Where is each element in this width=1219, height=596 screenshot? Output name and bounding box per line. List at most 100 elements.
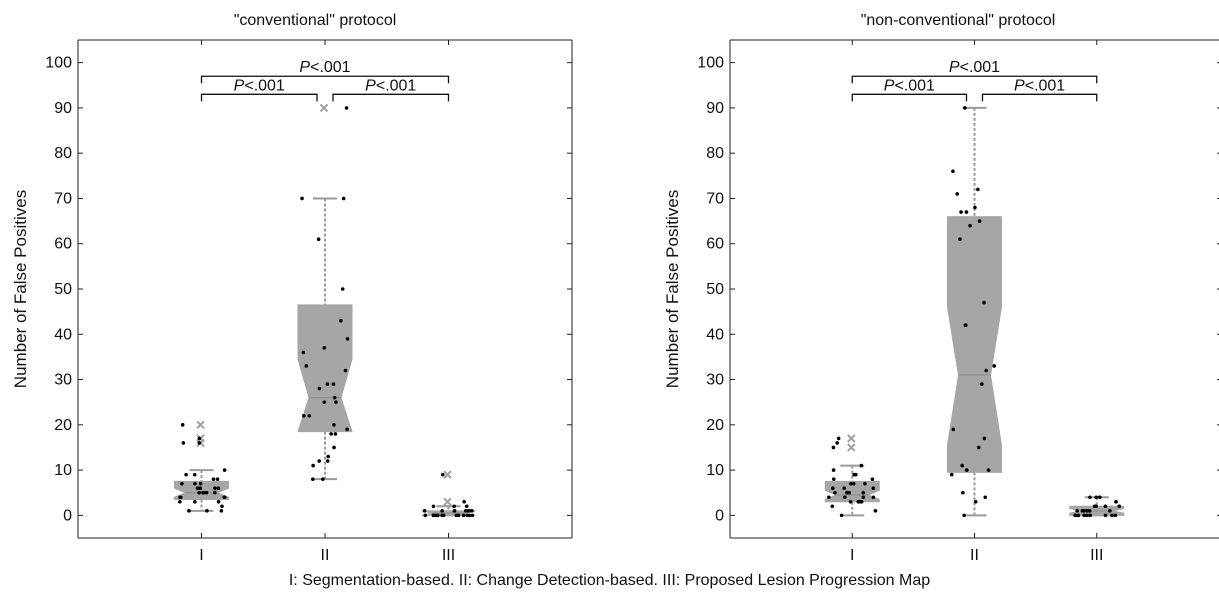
notched-box: [297, 304, 353, 433]
y-tick-label: 90: [706, 100, 724, 117]
y-tick-label: 70: [706, 190, 724, 207]
outlier-stroke: [196, 420, 205, 430]
y-axis-label: Number of False Positives: [11, 190, 30, 388]
data-point: [830, 504, 835, 509]
data-point: [345, 337, 350, 341]
y-tick-label: 40: [54, 326, 72, 343]
notched-box: [947, 216, 1002, 473]
data-point: [842, 486, 847, 491]
data-point: [831, 486, 835, 491]
data-point: [198, 486, 203, 491]
data-point: [1094, 504, 1098, 509]
p-value-label: P<.001: [234, 77, 285, 94]
data-point: [216, 499, 221, 504]
data-point: [311, 463, 315, 468]
data-point: [201, 490, 206, 495]
data-point: [851, 481, 856, 486]
bracket-line: [332, 93, 450, 102]
data-point: [215, 477, 220, 481]
data-point: [211, 477, 216, 481]
data-point: [1110, 513, 1114, 518]
y-tick-label: 100: [45, 55, 72, 72]
data-point: [955, 192, 959, 196]
bracket-line: [851, 93, 968, 102]
data-point: [345, 427, 349, 432]
data-point: [331, 382, 336, 386]
data-point: [341, 196, 346, 201]
chart-title: "conventional" protocol: [234, 12, 397, 29]
significance-bracket: P<.001: [200, 77, 318, 102]
box-III: [421, 470, 476, 518]
data-point: [332, 395, 337, 400]
data-point: [961, 490, 965, 495]
data-point: [181, 441, 186, 445]
data-point: [852, 472, 856, 477]
data-point: [310, 477, 315, 481]
data-point: [831, 477, 836, 481]
data-point: [440, 509, 444, 513]
data-point: [333, 432, 338, 436]
p-value-label: P<.001: [884, 77, 935, 94]
p-value-label: P<.001: [949, 59, 1000, 76]
x-tick-label: I: [199, 547, 203, 564]
data-point: [963, 106, 967, 110]
outlier-marker: [847, 434, 856, 443]
data-point: [831, 468, 836, 472]
data-point: [976, 187, 980, 192]
data-point: [452, 509, 457, 513]
notched-box: [174, 480, 229, 501]
y-tick-label: 60: [54, 236, 72, 253]
y-tick-label: 80: [706, 145, 724, 162]
significance-bracket: P<.001: [200, 59, 450, 84]
data-point: [329, 432, 333, 436]
data-point: [184, 472, 188, 477]
data-point: [1094, 495, 1099, 500]
p-value-label: P<.001: [299, 59, 350, 76]
data-point: [452, 504, 456, 509]
data-point: [858, 499, 863, 504]
data-point: [1082, 513, 1086, 518]
data-point: [1114, 499, 1118, 504]
data-point: [187, 509, 191, 513]
data-point: [422, 509, 427, 513]
y-tick-label: 50: [706, 281, 724, 298]
data-point: [205, 509, 209, 513]
y-tick-label: 100: [697, 55, 724, 72]
data-point: [836, 436, 841, 441]
outlier-marker: [847, 443, 856, 452]
data-point: [982, 436, 987, 441]
data-point: [322, 346, 327, 350]
significance-bracket: P<.001: [851, 77, 968, 102]
data-point: [1097, 495, 1102, 500]
data-point: [436, 513, 440, 518]
data-point: [859, 463, 864, 468]
data-point: [973, 499, 978, 504]
outlier-stroke: [443, 497, 452, 506]
data-point: [863, 481, 867, 486]
data-point: [968, 223, 972, 228]
data-point: [340, 287, 345, 291]
data-point: [325, 382, 330, 386]
data-point: [1113, 513, 1118, 518]
data-point: [467, 509, 472, 513]
notched-box: [824, 480, 880, 503]
y-tick-label: 0: [715, 507, 724, 524]
bracket-line: [851, 75, 1098, 84]
y-tick-label: 30: [706, 372, 724, 389]
data-point: [432, 513, 437, 518]
data-point: [454, 513, 459, 518]
data-point: [951, 427, 956, 432]
y-tick-label: 0: [63, 507, 72, 524]
data-point: [839, 513, 844, 518]
y-axis-label: Number of False Positives: [663, 190, 682, 388]
data-point: [180, 423, 185, 427]
data-point: [861, 490, 866, 495]
y-tick-label: 10: [706, 462, 724, 479]
data-point: [873, 509, 878, 513]
box-III: [1069, 495, 1125, 518]
data-point: [861, 495, 866, 500]
significance-bracket: P<.001: [981, 77, 1098, 102]
y-tick-label: 50: [54, 281, 72, 298]
x-tick-label: III: [442, 547, 455, 564]
